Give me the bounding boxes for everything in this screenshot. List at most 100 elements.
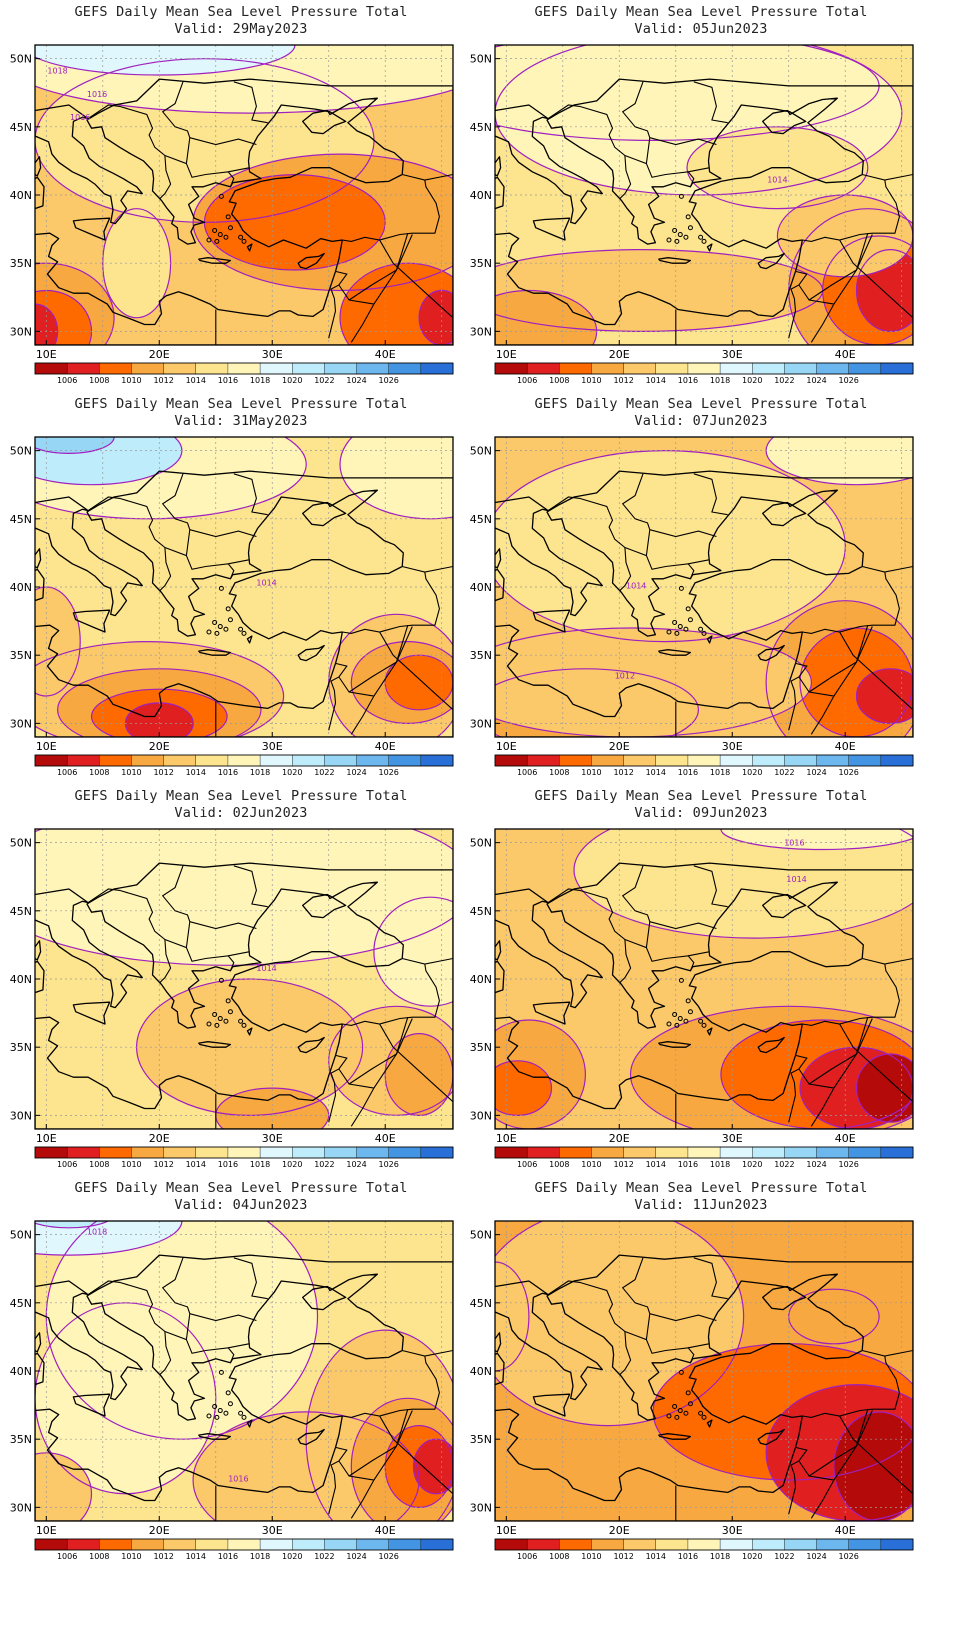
isobar-line bbox=[35, 437, 307, 520]
colorbar-swatch bbox=[623, 362, 657, 375]
colorbar-label: 1010 bbox=[581, 768, 601, 777]
island bbox=[698, 1410, 704, 1416]
coastline bbox=[495, 1254, 913, 1521]
y-tick-label: 30N bbox=[470, 1501, 492, 1514]
island bbox=[666, 1021, 672, 1027]
country-border bbox=[839, 1415, 913, 1495]
island bbox=[666, 237, 672, 243]
island bbox=[223, 1018, 229, 1024]
y-tick-label: 40N bbox=[10, 189, 32, 202]
pressure-region bbox=[125, 702, 194, 737]
colorbar-swatch bbox=[494, 754, 528, 767]
colorbar-swatch bbox=[388, 1538, 422, 1551]
island bbox=[238, 1018, 244, 1024]
x-tick-label: 30E bbox=[262, 1132, 283, 1145]
map-panel-7: GEFS Daily Mean Sea Level Pressure Total… bbox=[0, 1176, 482, 1586]
island bbox=[672, 1403, 678, 1409]
country-border bbox=[688, 951, 710, 957]
colorbar-swatch bbox=[324, 1538, 358, 1551]
country-border bbox=[547, 496, 632, 592]
island bbox=[206, 629, 212, 635]
x-tick-label: 30E bbox=[722, 740, 743, 753]
country-border bbox=[808, 1018, 873, 1085]
colorbar-swatch bbox=[719, 1146, 753, 1159]
island bbox=[217, 1408, 223, 1414]
country-border bbox=[189, 921, 257, 930]
island bbox=[206, 237, 212, 243]
colorbar: 1006 1008 1010 1012 1014 1016 1018 1020 1022 1024… bbox=[34, 754, 454, 777]
coastline bbox=[495, 960, 505, 994]
isobar-line bbox=[90, 688, 228, 737]
x-tick-label: 30E bbox=[722, 348, 743, 361]
colorbar-label: 1020 bbox=[282, 1552, 302, 1561]
colorbar-label: 1020 bbox=[282, 1160, 302, 1169]
country-border bbox=[693, 81, 728, 124]
isobar-line bbox=[35, 85, 453, 114]
colorbar-label: 1018 bbox=[250, 768, 270, 777]
country-border bbox=[228, 167, 250, 173]
y-tick-label: 35N bbox=[470, 1041, 492, 1054]
country-border bbox=[342, 1355, 440, 1418]
y-tick-label: 50N bbox=[470, 1229, 492, 1242]
colorbar-label: 1012 bbox=[613, 376, 633, 385]
colorbar-swatch bbox=[687, 754, 721, 767]
y-tick-label: 40N bbox=[470, 189, 492, 202]
coastline bbox=[35, 862, 453, 1129]
x-tick-label: 20E bbox=[609, 1132, 630, 1145]
island bbox=[218, 193, 224, 199]
coastline bbox=[495, 78, 913, 345]
colorbar-label: 1008 bbox=[89, 1160, 109, 1169]
y-tick-label: 45N bbox=[10, 1297, 32, 1310]
pressure-region bbox=[856, 1054, 913, 1123]
colorbar-swatch bbox=[752, 1538, 785, 1551]
colorbar-label: 1016 bbox=[218, 376, 238, 385]
colorbar-label: 1020 bbox=[742, 376, 762, 385]
x-tick-label: 10E bbox=[496, 740, 517, 753]
colorbar-label: 1018 bbox=[710, 376, 730, 385]
colorbar-label: 1014 bbox=[646, 376, 666, 385]
y-tick-label: 45N bbox=[470, 1297, 492, 1310]
isobar-line bbox=[35, 437, 115, 454]
colorbar-swatch bbox=[494, 362, 528, 375]
coastline bbox=[35, 960, 45, 994]
panel-title: GEFS Daily Mean Sea Level Pressure Total bbox=[534, 1180, 868, 1196]
island bbox=[241, 1022, 247, 1028]
coastline bbox=[246, 635, 253, 644]
country-border bbox=[621, 473, 651, 556]
island bbox=[212, 1403, 218, 1409]
colorbar-label: 1024 bbox=[806, 768, 826, 777]
colorbar-label: 1014 bbox=[186, 376, 206, 385]
colorbar-swatch bbox=[259, 754, 293, 767]
island bbox=[678, 585, 684, 591]
colorbar-label: 1006 bbox=[57, 768, 77, 777]
y-tick-label: 35N bbox=[470, 649, 492, 662]
coastline bbox=[495, 940, 502, 961]
country-border bbox=[802, 963, 900, 1026]
colorbar-swatch bbox=[356, 754, 390, 767]
isobar-line bbox=[350, 1397, 453, 1521]
pressure-field bbox=[35, 829, 453, 1129]
y-tick-label: 35N bbox=[470, 1433, 492, 1446]
island bbox=[698, 1018, 704, 1024]
country-border bbox=[402, 957, 453, 965]
country-border bbox=[862, 1349, 913, 1357]
pressure-region bbox=[574, 829, 913, 939]
colorbar-swatch bbox=[66, 1146, 100, 1159]
colorbar-label: 1014 bbox=[646, 1552, 666, 1561]
country-border bbox=[348, 1410, 413, 1477]
colorbar-swatch bbox=[388, 362, 422, 375]
x-tick-label: 20E bbox=[609, 740, 630, 753]
colorbar-swatch bbox=[816, 754, 850, 767]
y-tick-label: 35N bbox=[470, 257, 492, 270]
colorbar-label: 1010 bbox=[581, 1160, 601, 1169]
island bbox=[227, 225, 233, 231]
x-tick-label: 10E bbox=[36, 348, 57, 361]
isobar-label: 1014 bbox=[256, 579, 276, 588]
colorbar-swatch bbox=[163, 754, 197, 767]
coastline bbox=[35, 1254, 453, 1521]
panel-valid-date: Valid: 09Jun2023 bbox=[634, 805, 768, 821]
colorbar-label: 1006 bbox=[517, 768, 537, 777]
colorbar-swatch bbox=[526, 754, 560, 767]
